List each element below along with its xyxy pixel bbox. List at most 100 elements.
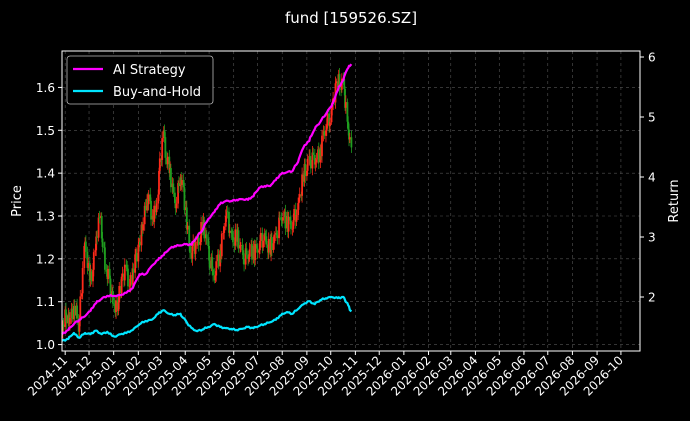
candle-body	[278, 217, 281, 219]
candle-body	[220, 233, 223, 257]
candle-body	[287, 216, 290, 232]
candle-body	[298, 194, 301, 198]
candle-body	[92, 269, 94, 282]
candle-body	[163, 130, 166, 138]
candle-body	[273, 234, 276, 244]
legend-box	[66, 55, 214, 105]
candle-body	[69, 317, 71, 324]
candle-body	[101, 238, 104, 247]
candle-body	[127, 268, 129, 287]
candle-body	[191, 245, 194, 259]
candle-body	[140, 224, 143, 246]
candle-body	[230, 230, 233, 234]
candle-body	[325, 130, 327, 136]
candle-body	[208, 246, 210, 261]
candle-body	[344, 88, 346, 108]
candle-body	[251, 244, 253, 260]
y-left-tick-label: 1.1	[36, 295, 55, 309]
candle-body	[326, 113, 329, 126]
candle-body	[173, 192, 176, 204]
candle-body	[207, 238, 210, 246]
candle-body	[348, 137, 351, 140]
candle-body	[325, 125, 328, 131]
candle-body	[98, 217, 101, 219]
y-left-tick-label: 1.3	[36, 210, 55, 224]
candle-body	[153, 205, 156, 222]
candle-body	[264, 233, 267, 237]
candle-body	[350, 137, 353, 148]
candle-body	[175, 203, 178, 209]
candle-body	[65, 309, 67, 316]
candle-body	[168, 156, 171, 174]
candle-body	[109, 278, 112, 297]
candle-body	[215, 261, 218, 276]
candle-body	[164, 137, 167, 158]
candle-body	[291, 228, 294, 230]
candle-body	[293, 208, 296, 221]
candle-body	[239, 245, 241, 249]
candle-body	[120, 276, 123, 294]
candle-body	[330, 108, 333, 123]
series-line-ai-strategy	[61, 63, 353, 335]
candle-body	[231, 233, 234, 234]
candle-body	[284, 211, 287, 229]
candle-body	[95, 236, 98, 251]
candle-body	[329, 122, 331, 127]
candle-body	[219, 250, 222, 267]
candle-body	[170, 168, 172, 188]
candle-body	[259, 232, 262, 241]
legend-label-buy-and-hold: Buy-and-Hold	[113, 85, 201, 100]
candle-body	[314, 162, 317, 165]
candle-body	[126, 267, 129, 269]
candle-body	[239, 245, 242, 246]
series-line-buy-and-hold	[61, 295, 353, 342]
price-candles	[61, 67, 353, 339]
candle-body	[237, 230, 240, 249]
candle-body	[348, 129, 350, 140]
candle-body	[343, 78, 346, 89]
candle-body	[276, 235, 279, 239]
candle-body	[267, 238, 270, 253]
candle-body	[71, 308, 74, 320]
candle-body	[346, 102, 349, 122]
candle-body	[83, 246, 86, 269]
candle-body	[244, 248, 247, 265]
right-axis: 2 3 4 5 6	[640, 51, 656, 305]
candle-body	[217, 254, 220, 267]
y-left-tick-label: 1.4	[36, 167, 55, 181]
candle-body	[247, 257, 250, 259]
candle-body	[241, 245, 244, 251]
candle-body	[211, 257, 214, 270]
candle-body	[328, 113, 331, 127]
candle-body	[245, 248, 248, 255]
candle-body	[123, 264, 126, 281]
candle-body	[146, 198, 148, 211]
candle-body	[309, 156, 311, 160]
candle-body	[86, 251, 89, 268]
candle-body	[144, 205, 147, 211]
candle-body	[292, 220, 295, 229]
left-axis: 1.0 1.1 1.2 1.3 1.4 1.5 1.6	[36, 81, 62, 352]
candle-body	[194, 243, 197, 254]
candle-body	[96, 236, 98, 238]
candle-body	[128, 285, 131, 287]
candle-body	[135, 253, 138, 262]
candle-body	[224, 216, 227, 227]
y-right-tick-label: 5	[648, 111, 656, 125]
candle-body	[247, 254, 249, 259]
candle-body	[158, 171, 160, 195]
candle-body	[304, 163, 307, 177]
candle-body	[177, 183, 179, 204]
candle-body	[208, 260, 211, 269]
candle-body	[100, 216, 103, 239]
candle-body	[73, 306, 76, 316]
candle-body	[234, 229, 237, 246]
candle-body	[205, 234, 208, 239]
candle-body	[281, 220, 284, 222]
candle-body	[111, 291, 114, 304]
candle-body	[166, 156, 169, 165]
candle-body	[228, 230, 231, 233]
candle-body	[226, 211, 229, 213]
candle-body	[203, 219, 206, 239]
